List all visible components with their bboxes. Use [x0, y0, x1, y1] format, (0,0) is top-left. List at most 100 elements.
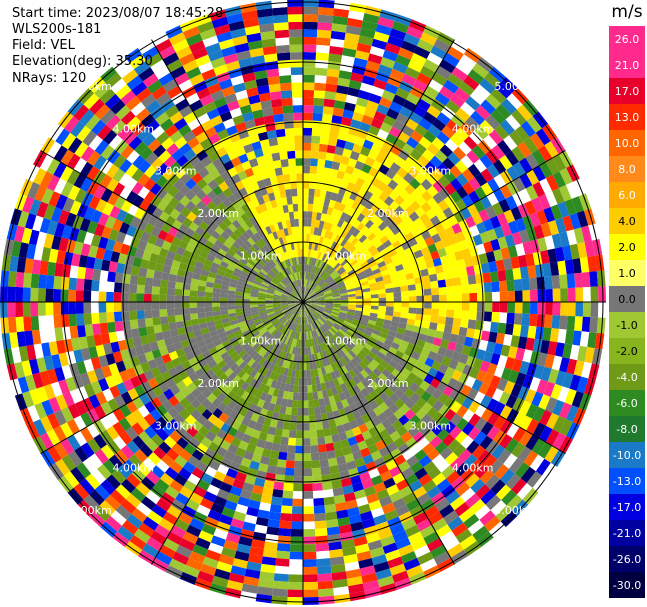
velocity-gate: [224, 587, 242, 599]
velocity-gate: [306, 362, 311, 371]
velocity-gate: [336, 509, 349, 519]
colorbar-tick: -13.0: [613, 475, 641, 488]
velocity-gate: [292, 491, 303, 499]
velocity-gate: [303, 544, 317, 552]
velocity-gate: [399, 403, 411, 415]
velocity-gate: [323, 341, 330, 350]
velocity-gate: [390, 320, 400, 328]
velocity-gate: [257, 365, 266, 375]
velocity-gate: [449, 496, 466, 511]
velocity-gate: [316, 429, 325, 438]
velocity-gate: [287, 437, 296, 446]
velocity-gate: [478, 339, 489, 352]
velocity-gate: [162, 538, 180, 552]
velocity-gate: [525, 337, 535, 351]
velocity-gate: [571, 390, 584, 408]
velocity-gate: [473, 431, 487, 446]
velocity-gate: [280, 398, 288, 407]
velocity-gate: [295, 369, 300, 378]
velocity-gate: [303, 354, 307, 363]
velocity-gate: [212, 452, 224, 464]
velocity-gate: [397, 373, 408, 384]
velocity-gate: [286, 337, 292, 346]
velocity-gate: [351, 347, 360, 356]
velocity-gate: [316, 565, 332, 575]
velocity-gate: [313, 368, 319, 377]
velocity-gate: [278, 528, 292, 537]
velocity-gate: [441, 465, 456, 479]
velocity-gate: [198, 530, 214, 543]
velocity-gate: [305, 308, 310, 317]
velocity-gate: [387, 556, 404, 569]
velocity-gate: [410, 538, 427, 552]
velocity-gate: [321, 389, 329, 399]
velocity-gate: [418, 455, 432, 468]
velocity-gate: [375, 568, 392, 581]
velocity-gate: [554, 342, 565, 358]
velocity-gate: [330, 354, 338, 363]
velocity-gate: [365, 461, 377, 472]
velocity-gate: [310, 303, 318, 307]
velocity-gate: [448, 359, 459, 370]
velocity-gate: [393, 302, 402, 308]
velocity-gate: [356, 352, 365, 361]
velocity-gate: [285, 360, 291, 369]
velocity-gate: [356, 326, 366, 333]
velocity-gate: [351, 393, 360, 404]
velocity-gate: [297, 309, 301, 317]
velocity-gate: [321, 314, 329, 320]
velocity-gate: [392, 497, 407, 510]
velocity-gate: [243, 576, 260, 587]
velocity-gate: [236, 543, 252, 554]
velocity-gate: [380, 327, 390, 335]
velocity-gate: [360, 378, 370, 388]
velocity-gate: [260, 494, 273, 505]
velocity-gate: [385, 459, 398, 471]
velocity-gate: [518, 430, 533, 447]
velocity-gate: [303, 498, 314, 507]
velocity-gate: [303, 566, 318, 575]
velocity-gate: [214, 568, 231, 581]
velocity-gate: [389, 430, 401, 442]
velocity-gate: [307, 346, 312, 355]
velocity-gate: [474, 504, 491, 520]
velocity-gate: [247, 419, 257, 430]
velocity-gate: [340, 539, 355, 549]
velocity-gate: [317, 580, 334, 590]
velocity-gate: [559, 357, 570, 373]
velocity-gate: [441, 356, 452, 367]
velocity-gate: [298, 316, 301, 325]
velocity-gate: [210, 502, 225, 515]
velocity-gate: [375, 339, 384, 348]
velocity-gate: [274, 565, 290, 575]
velocity-gate: [516, 483, 533, 500]
velocity-gate: [434, 441, 448, 454]
velocity-gate: [348, 302, 357, 305]
velocity-gate: [269, 371, 276, 380]
velocity-gate: [578, 393, 592, 411]
velocity-gate: [246, 506, 259, 517]
velocity-gate: [358, 406, 368, 417]
velocity-gate: [204, 466, 218, 478]
velocity-gate: [307, 307, 313, 315]
velocity-gate: [286, 345, 292, 354]
velocity-gate: [276, 332, 283, 341]
velocity-gate: [538, 394, 551, 410]
velocity-gate: [499, 419, 513, 435]
velocity-gate: [444, 366, 456, 378]
velocity-gate: [318, 302, 326, 305]
velocity-gate: [217, 463, 230, 476]
velocity-gate: [324, 307, 333, 312]
velocity-gate: [345, 342, 354, 351]
colorbar-tick: 6.0: [618, 189, 636, 202]
velocity-gate: [532, 406, 546, 423]
velocity-gate: [191, 467, 205, 480]
velocity-gate: [306, 316, 309, 325]
velocity-gate: [297, 347, 301, 355]
velocity-gate: [377, 528, 393, 540]
velocity-gate: [417, 354, 428, 364]
velocity-gate: [490, 479, 506, 495]
velocity-gate: [414, 467, 428, 480]
velocity-gate: [364, 354, 374, 363]
velocity-gate: [328, 317, 336, 323]
